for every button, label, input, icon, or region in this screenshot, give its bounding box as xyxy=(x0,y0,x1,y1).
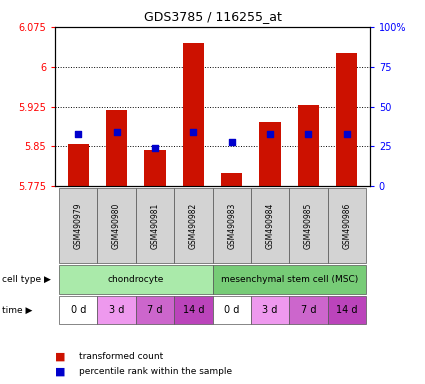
Point xyxy=(190,129,197,135)
Text: mesenchymal stem cell (MSC): mesenchymal stem cell (MSC) xyxy=(221,275,358,284)
Bar xyxy=(251,188,289,263)
Bar xyxy=(289,188,328,263)
Point xyxy=(266,131,273,137)
Text: 0 d: 0 d xyxy=(71,305,86,315)
Text: GSM490980: GSM490980 xyxy=(112,202,121,249)
Bar xyxy=(97,296,136,324)
Bar xyxy=(212,296,251,324)
Bar xyxy=(298,105,319,186)
Bar xyxy=(336,53,357,186)
Text: chondrocyte: chondrocyte xyxy=(108,275,164,284)
Bar xyxy=(106,110,127,186)
Bar xyxy=(174,188,212,263)
Point xyxy=(343,131,350,137)
Bar xyxy=(68,144,89,186)
Text: GSM490985: GSM490985 xyxy=(304,202,313,249)
Point xyxy=(228,139,235,145)
Text: transformed count: transformed count xyxy=(79,352,163,361)
Bar xyxy=(212,188,251,263)
Bar xyxy=(289,296,328,324)
Text: 14 d: 14 d xyxy=(183,305,204,315)
Bar xyxy=(174,296,212,324)
Text: 0 d: 0 d xyxy=(224,305,239,315)
Text: GDS3785 / 116255_at: GDS3785 / 116255_at xyxy=(144,10,281,23)
Bar xyxy=(59,296,97,324)
Bar xyxy=(221,173,242,186)
Text: GSM490979: GSM490979 xyxy=(74,202,83,249)
Text: 14 d: 14 d xyxy=(336,305,357,315)
Text: cell type ▶: cell type ▶ xyxy=(2,275,51,284)
Text: ■: ■ xyxy=(55,367,66,377)
Text: GSM490983: GSM490983 xyxy=(227,202,236,249)
Point xyxy=(113,129,120,135)
Text: 7 d: 7 d xyxy=(300,305,316,315)
Text: ■: ■ xyxy=(55,351,66,361)
Bar xyxy=(59,265,212,294)
Bar xyxy=(212,265,366,294)
Bar xyxy=(136,188,174,263)
Point xyxy=(152,145,159,151)
Text: 3 d: 3 d xyxy=(109,305,124,315)
Bar xyxy=(183,43,204,186)
Bar xyxy=(59,188,97,263)
Text: GSM490986: GSM490986 xyxy=(342,202,351,249)
Text: 7 d: 7 d xyxy=(147,305,163,315)
Text: GSM490981: GSM490981 xyxy=(150,202,159,249)
Text: 3 d: 3 d xyxy=(262,305,278,315)
Bar xyxy=(251,296,289,324)
Text: time ▶: time ▶ xyxy=(2,306,32,314)
Bar xyxy=(144,150,165,186)
Point xyxy=(305,131,312,137)
Text: GSM490982: GSM490982 xyxy=(189,202,198,249)
Point xyxy=(75,131,82,137)
Bar xyxy=(260,122,280,186)
Text: GSM490984: GSM490984 xyxy=(266,202,275,249)
Bar xyxy=(328,296,366,324)
Text: percentile rank within the sample: percentile rank within the sample xyxy=(79,367,232,376)
Bar xyxy=(328,188,366,263)
Bar xyxy=(97,188,136,263)
Bar xyxy=(136,296,174,324)
